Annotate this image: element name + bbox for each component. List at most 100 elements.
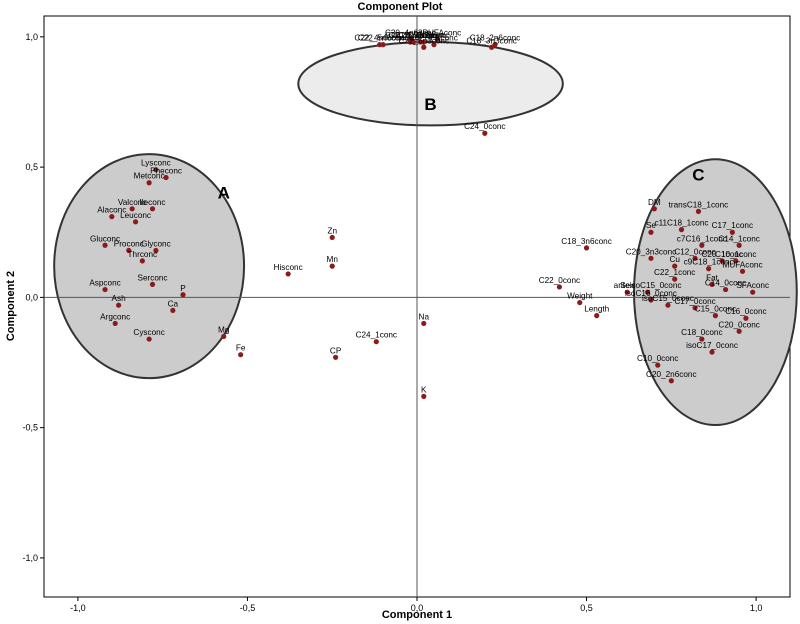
data-point [709,281,715,287]
point-label: C18_3n3conc [466,36,517,45]
group-c-label: C [692,165,704,184]
point-label: C20_5n3conc [388,31,439,40]
point-label: C22_1conc [654,268,695,277]
data-point [132,219,139,225]
point-label: C18_2n6conc [470,34,521,43]
point-label: C10_0conc [637,354,678,363]
point-label: C18_3n6conc [561,237,612,246]
data-point [153,167,159,173]
point-label: Lysconc [141,159,171,168]
point-label: isoC17_0conc [686,341,738,350]
y-tick-label: -0,5 [22,423,38,433]
data-point [706,266,712,272]
data-point [139,258,145,264]
point-label: C22_5n3conc [385,31,436,40]
group-b-ellipse [297,41,564,127]
point-label: Cu [669,255,680,264]
data-point [750,289,756,295]
point-label: Serconc [137,273,167,282]
data-point [421,44,427,50]
group-a-ellipse [53,153,246,380]
point-label: C24_0conc [464,122,505,131]
data-point [102,286,108,293]
data-point [421,320,427,327]
data-point [624,289,630,295]
x-tick-label: 0,0 [411,603,424,613]
point-label: SFAconc [736,281,769,290]
data-point [695,208,702,215]
point-label: C20_4n3conc [395,31,446,40]
point-label: Weight [567,292,593,301]
data-point [180,292,186,298]
point-label: Se [646,221,656,230]
chart-title: Component Plot [358,1,443,13]
y-tick-label: 0,5 [25,162,38,172]
point-label: C12_0conc [674,247,715,256]
point-label: C24_1conc [356,331,397,340]
point-label: Zn [327,226,337,235]
point-label: n3PUFAconc [413,28,461,37]
y-tick-label: 1,0 [25,32,38,42]
point-label: C16_0conc [725,307,766,316]
point-label: C20_3n3conc [626,247,677,256]
data-point [672,263,678,269]
group-ellipses: A B C [53,41,798,427]
point-label: anteisoC15_0conc [614,281,682,290]
data-point [699,242,705,248]
point-label: Ash [112,294,127,303]
data-point [407,36,413,43]
point-label: Leuconc [120,211,151,220]
data-point [373,339,379,345]
data-point [672,276,678,282]
data-point [285,271,291,277]
point-label: C10_1conc [715,250,756,259]
data-point [149,281,156,287]
point-label: Fat [706,273,719,282]
point-label: Mg [218,325,230,334]
group-a-label: A [218,184,230,203]
point-label: c9C18_1conc [684,258,734,267]
point-label: Alaconc [97,206,126,215]
point-label: C20_3n6conc [399,31,450,40]
data-point [149,206,156,212]
data-point [153,247,159,254]
y-tick-label: 0,0 [25,292,38,302]
data-point [333,354,339,360]
point-label: Glyconc [141,239,171,248]
data-point [380,42,386,48]
data-point [434,36,440,43]
point-label: MUFAconc [723,260,763,269]
data-point [329,234,335,241]
data-point [651,206,657,212]
group-b-label: B [424,95,436,114]
point-label: C22_4n6conc [354,34,405,43]
point-label: C22_0conc [539,276,580,285]
data-point [736,328,742,334]
x-tick-label: 1,0 [750,603,763,613]
zero-reference-lines [44,16,790,597]
point-label: C20_4n6conc [385,28,436,37]
data-point [719,258,725,264]
point-labels: C22_5n3concC22_4n6concC22_5n6concC20_5n3… [89,28,769,394]
y-axis-title: Component 2 [5,271,17,341]
data-point [556,284,563,290]
x-tick-label: 0,5 [580,603,593,613]
point-label: Mn [327,255,339,264]
data-point [739,268,746,274]
point-label: Length [584,305,609,314]
point-label: isoC15_0conc [642,294,694,303]
point-label: Aspconc [89,279,120,288]
point-label: c7C16_1conc [677,234,727,243]
x-axis-title: Component 1 [382,609,452,621]
point-label: C17_0conc [674,297,715,306]
data-point [583,245,590,251]
point-label: Pheconc [150,167,182,176]
data-point [648,229,654,235]
data-point [644,289,651,295]
data-point [577,299,583,306]
data-point [482,130,488,136]
data-points [102,36,756,399]
group-c-ellipse [633,158,798,427]
point-label: isoC16_0conc [625,289,677,298]
